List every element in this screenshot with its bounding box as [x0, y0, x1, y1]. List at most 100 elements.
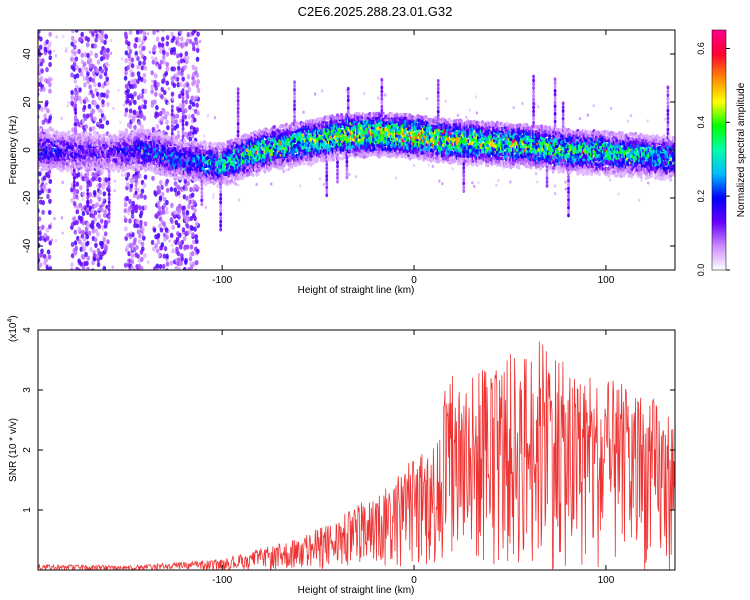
spectrogram-cell	[70, 262, 74, 268]
spectrogram-cell	[101, 99, 105, 105]
spectrogram-cell	[140, 112, 144, 118]
spectrogram-cell	[107, 215, 111, 220]
spectrogram-cell	[133, 222, 137, 229]
spectrogram-cell	[128, 30, 133, 36]
spectrogram-cell	[240, 176, 244, 181]
spectrogram-cell	[86, 172, 90, 177]
spectrogram-cell	[143, 174, 148, 180]
spectrogram-cell	[170, 127, 174, 132]
spectrogram-cell	[196, 31, 200, 37]
spectrogram-cell	[38, 87, 40, 93]
spectrogram-cell	[187, 86, 192, 93]
spectrogram-cell	[200, 198, 204, 203]
spectrogram-cell	[105, 93, 109, 99]
spectrogram-cell	[165, 199, 169, 206]
spectrogram-cell	[177, 208, 182, 214]
spectrogram-cell	[313, 92, 317, 96]
spectrogram-cell	[83, 82, 87, 88]
spectrogram-cell	[204, 205, 208, 210]
spectrogram-cell	[293, 110, 296, 115]
spectrogram-cell	[73, 46, 77, 50]
spectrogram-cell	[82, 75, 87, 81]
spectrogram-cell	[187, 114, 192, 120]
spectrogram-cell	[72, 183, 76, 188]
spectrogram-cell	[177, 185, 181, 191]
spectrogram-cell	[131, 71, 135, 77]
spectrogram-cell	[74, 95, 78, 100]
spectrogram-cell	[192, 79, 197, 85]
spectrogram-cell	[465, 115, 468, 119]
spectrogram-cell	[285, 168, 288, 172]
spectrogram-cell	[236, 110, 240, 115]
spectrogram-cell	[90, 208, 95, 214]
spectrogram-cell	[135, 244, 139, 250]
spectrogram-cell	[133, 83, 137, 89]
spectrogram-cell	[67, 130, 71, 135]
spectrogram-cell	[165, 51, 170, 57]
spectrogram-cell	[141, 226, 145, 232]
spectrogram-cell	[219, 219, 223, 224]
spectrogram-cell	[85, 260, 89, 266]
spectrogram-cell	[130, 63, 135, 69]
spectrogram-cell	[184, 50, 189, 57]
spectrogram-cell	[171, 248, 175, 254]
spectrogram-cell	[123, 262, 128, 268]
spectrogram-cell	[77, 226, 82, 232]
spectrogram-cell	[90, 269, 92, 270]
spectrogram-cell	[200, 202, 204, 207]
spectrogram-cell	[171, 97, 175, 101]
spectrogram-cell	[196, 95, 199, 99]
spectrogram-cell	[168, 47, 171, 51]
spectrogram-cell	[325, 162, 329, 167]
spectrogram-cell	[638, 198, 641, 202]
spectrogram-cell	[87, 99, 90, 103]
spectrogram-cell	[536, 105, 540, 109]
spectrogram-cell	[55, 35, 58, 39]
spectrogram-cell	[346, 106, 350, 111]
spectrogram-cell	[127, 52, 131, 59]
spectrogram-cell	[44, 257, 49, 263]
spectrogram-cell	[188, 228, 192, 235]
spectrogram-cell	[137, 167, 141, 172]
spectrogram-cell	[138, 173, 142, 179]
spectrogram-cell	[151, 59, 156, 65]
spectrogram-cell	[174, 77, 177, 82]
spectrogram-cell	[151, 79, 154, 83]
spectrogram-cell	[92, 189, 97, 196]
spectrogram-cell	[74, 30, 79, 33]
spectrogram-cell	[91, 194, 95, 198]
spectrogram-cell	[162, 253, 167, 259]
spectrogram-cell	[81, 69, 85, 73]
spectrogram-cell	[47, 188, 52, 194]
spectrogram-cell	[142, 31, 147, 37]
spectrogram-cell	[345, 159, 349, 164]
spectrogram-cell	[131, 200, 135, 206]
spectrogram-cell	[236, 133, 240, 138]
spectrogram-cell	[161, 36, 165, 42]
spectrogram-cell	[123, 208, 128, 214]
spectrogram-cell	[302, 161, 306, 166]
spectrogram-cell	[92, 253, 97, 259]
spectrogram-cell	[140, 256, 144, 262]
spectrogram-cell	[318, 177, 322, 181]
spectrogram-cell	[150, 70, 154, 76]
spectrogram-cell	[194, 40, 199, 46]
spectrogram-cell	[98, 73, 103, 80]
spectrogram-cell	[155, 248, 160, 254]
spectrogram-cell	[135, 223, 140, 229]
spectrogram-cell	[345, 156, 349, 161]
spectrogram-cell	[39, 252, 44, 258]
spectrogram-cell	[161, 115, 164, 120]
spectrogram-cell	[193, 215, 197, 222]
spectrogram-cell	[75, 164, 79, 169]
spectrogram-cell	[72, 195, 76, 200]
spectrogram-cell	[150, 84, 154, 90]
spectrogram-cell	[626, 119, 630, 123]
spectrogram-cell	[100, 30, 104, 36]
spectrogram-cell	[91, 220, 95, 226]
spectrogram-cell	[153, 190, 157, 196]
spectrogram-cell	[170, 108, 174, 113]
spectrogram-cell	[325, 193, 329, 198]
spectrogram-cell	[177, 203, 182, 209]
spectrogram-cell	[45, 235, 50, 241]
